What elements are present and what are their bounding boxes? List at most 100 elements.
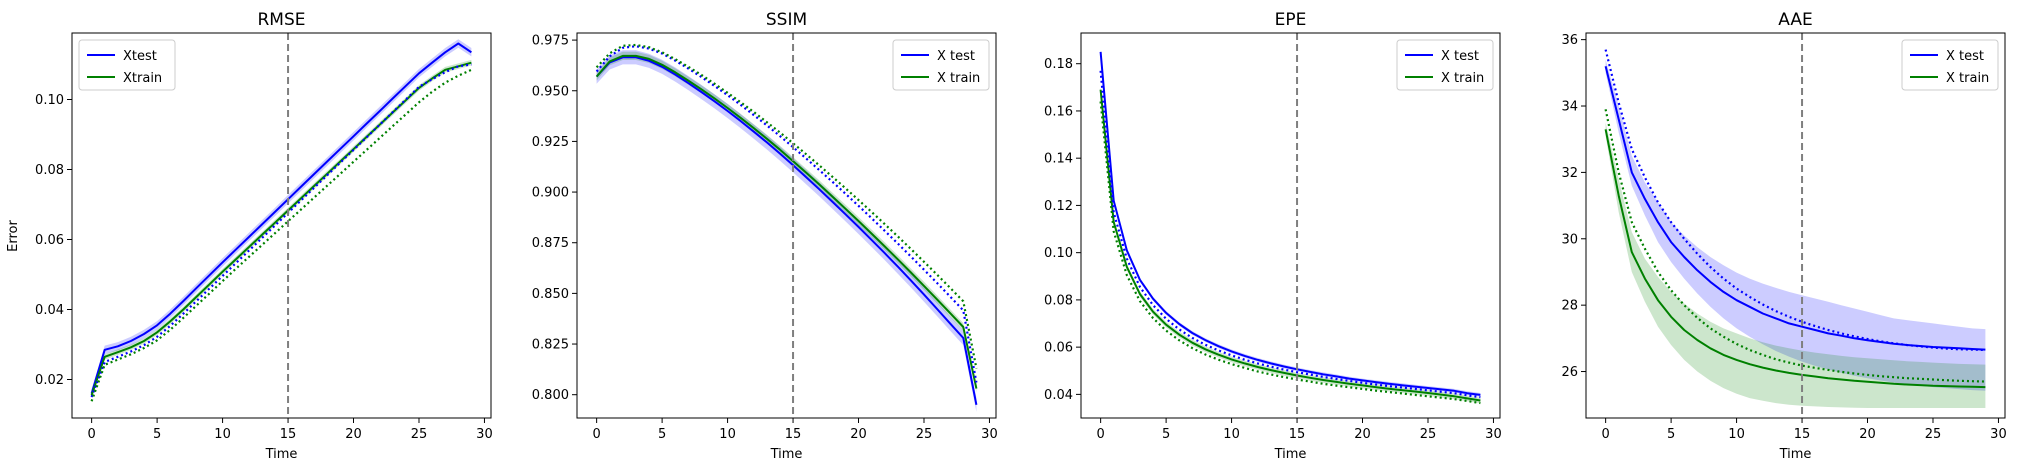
x-tick-label: 20 — [345, 427, 362, 442]
x-tick-label: 5 — [153, 427, 161, 442]
x-axis-label: Time — [1274, 447, 1307, 462]
y-tick-label: 34 — [1561, 100, 1578, 115]
series-line-train-solid — [595, 54, 978, 389]
legend-label-train: X train — [937, 71, 980, 86]
y-tick-label: 0.12 — [1044, 199, 1073, 214]
x-axis-label: Time — [265, 447, 298, 462]
x-axis-label: Time — [1779, 447, 1812, 462]
x-tick-label: 25 — [1420, 427, 1437, 442]
chart-panel-rmse: RMSE 0 5 10 15 20 25 30 Time 0.02 0.04 0.06 0.08 0.10… — [35, 10, 493, 462]
y-tick-label: 0.18 — [1044, 57, 1073, 72]
series-line-train-dotted — [1604, 109, 1986, 383]
series-line-train-dotted — [595, 43, 978, 369]
x-tick-label: 25 — [916, 427, 933, 442]
x-tick-label: 25 — [411, 427, 428, 442]
series-line-test-dotted — [1604, 49, 1986, 352]
x-tick-label: 20 — [850, 427, 867, 442]
y-tick-label: 0.14 — [1044, 152, 1073, 167]
y-tick-label: 0.16 — [1044, 104, 1073, 119]
legend-label-train: X train — [1946, 71, 1989, 86]
legend-label-train: Xtrain — [123, 71, 162, 86]
legend: X test X train — [892, 39, 990, 91]
series-line-train-dotted — [1099, 101, 1481, 405]
x-tick-label: 10 — [214, 427, 231, 442]
axes-frame — [1585, 32, 2006, 419]
series-line-test-solid — [1099, 51, 1481, 396]
y-tick-label: 0.04 — [35, 303, 64, 318]
chart-title: AAE — [1778, 10, 1812, 30]
axes-frame — [1080, 32, 1501, 419]
y-tick-label: 0.08 — [1044, 293, 1073, 308]
figure-ylabel: Error — [6, 220, 21, 252]
x-axis-label: Time — [770, 447, 803, 462]
x-tick-label: 15 — [1289, 427, 1306, 442]
x-tick-label: 20 — [1859, 427, 1876, 442]
chart-title: EPE — [1275, 10, 1307, 30]
x-tick-label: 0 — [593, 427, 601, 442]
series-line-train-dotted — [90, 68, 472, 402]
series-line-train-solid — [1099, 89, 1481, 402]
x-tick-label: 10 — [719, 427, 736, 442]
legend: Xtest Xtrain — [78, 39, 176, 91]
x-tick-label: 0 — [1097, 427, 1105, 442]
x-tick-label: 30 — [1485, 427, 1502, 442]
y-tick-label: 0.950 — [532, 84, 569, 99]
y-tick-label: 0.08 — [35, 163, 64, 178]
y-tick-label: 0.10 — [1044, 246, 1073, 261]
y-tick-label: 0.825 — [532, 338, 569, 353]
y-tick-label: 0.925 — [532, 135, 569, 150]
series-line-test-dotted — [90, 63, 472, 398]
legend-label-test: X test — [1441, 49, 1479, 64]
legend-label-test: X test — [1946, 49, 1984, 64]
y-tick-label: 0.850 — [532, 287, 569, 302]
x-tick-label: 30 — [1990, 427, 2007, 442]
chart-title: RMSE — [257, 10, 305, 30]
y-tick-label: 0.06 — [35, 233, 64, 248]
legend-label-train: X train — [1441, 71, 1484, 86]
y-tick-label: 0.10 — [35, 93, 64, 108]
x-tick-label: 5 — [1667, 427, 1675, 442]
x-tick-label: 30 — [981, 427, 998, 442]
y-tick-label: 0.875 — [532, 236, 569, 251]
y-tick-label: 0.900 — [532, 186, 569, 201]
series-line-train-solid — [1604, 129, 1986, 389]
x-tick-label: 25 — [1925, 427, 1942, 442]
series-line-test-solid — [90, 42, 472, 394]
y-tick-label: 28 — [1561, 299, 1578, 314]
y-tick-label: 0.02 — [35, 373, 64, 388]
x-tick-label: 15 — [785, 427, 802, 442]
legend-label-test: Xtest — [123, 49, 157, 64]
series-line-test-dotted — [595, 45, 978, 383]
chart-panel-epe: EPE 0 5 10 15 20 25 30 Time 0.04 0.06 0.08 0.10 0.12 0… — [1044, 10, 1502, 462]
y-tick-label: 36 — [1561, 33, 1578, 48]
x-tick-label: 20 — [1354, 427, 1371, 442]
x-tick-label: 5 — [1162, 427, 1170, 442]
y-tick-label: 0.04 — [1044, 388, 1073, 403]
axes-frame — [71, 32, 492, 419]
y-tick-label: 30 — [1561, 232, 1578, 247]
series-line-test-solid — [595, 56, 978, 405]
confidence-band-train — [1605, 122, 1986, 408]
series-line-train-solid — [90, 61, 472, 396]
x-tick-label: 15 — [1794, 427, 1811, 442]
x-tick-label: 0 — [1602, 427, 1610, 442]
x-tick-label: 10 — [1728, 427, 1745, 442]
y-tick-label: 32 — [1561, 166, 1578, 181]
x-tick-label: 5 — [658, 427, 666, 442]
y-tick-label: 0.800 — [532, 388, 569, 403]
axes-frame — [576, 32, 997, 419]
y-tick-label: 0.975 — [532, 34, 569, 49]
x-tick-label: 15 — [280, 427, 297, 442]
x-tick-label: 30 — [476, 427, 493, 442]
legend: X test X train — [1901, 39, 1999, 91]
chart-panel-ssim: SSIM 0 5 10 15 20 25 30 Time 0.800 0.825 0.850 0.875… — [532, 10, 998, 462]
y-tick-label: 0.06 — [1044, 341, 1073, 356]
legend: X test X train — [1396, 39, 1494, 91]
x-tick-label: 0 — [88, 427, 96, 442]
legend-label-test: X test — [937, 49, 975, 64]
y-tick-label: 26 — [1561, 365, 1578, 380]
x-tick-label: 10 — [1223, 427, 1240, 442]
